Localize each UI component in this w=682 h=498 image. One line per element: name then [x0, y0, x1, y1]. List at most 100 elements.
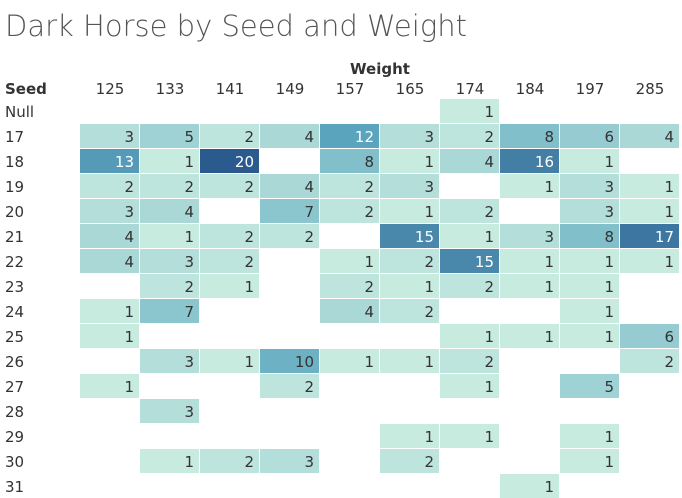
row-label-18: 18	[5, 153, 24, 171]
column-label-197: 197	[576, 80, 605, 98]
cell-value-label: 3	[424, 128, 434, 146]
heatmap-cell-30-133	[140, 449, 199, 473]
heatmap-cell-25-184	[500, 324, 559, 348]
row-label-25: 25	[5, 328, 24, 346]
cell-value-label: 1	[604, 453, 614, 471]
heatmap-cell-29-174	[440, 424, 499, 448]
cell-value-label: 1	[544, 478, 554, 496]
cell-value-label: 1	[604, 428, 614, 446]
heatmap-cell-31-184	[500, 474, 559, 498]
cell-value-label: 1	[424, 278, 434, 296]
heatmap-cell-17-141	[200, 124, 259, 148]
heatmap-cell-18-197	[560, 149, 619, 173]
heatmap-cell-24-157	[320, 299, 379, 323]
cell-value-label: 1	[604, 303, 614, 321]
heatmap-cell-18-174	[440, 149, 499, 173]
row-label-20: 20	[5, 203, 24, 221]
cell-value-label: 2	[424, 453, 434, 471]
heatmap-cell-19-125	[80, 174, 139, 198]
heatmap-cell-23-197	[560, 274, 619, 298]
cell-value-label: 15	[475, 253, 494, 271]
heatmap-cell-26-174	[440, 349, 499, 373]
chart-title: Dark Horse by Seed and Weight	[5, 9, 467, 43]
cell-value-label: 2	[244, 453, 254, 471]
cell-value-label: 7	[304, 203, 314, 221]
heatmap-cell-17-184	[500, 124, 559, 148]
row-label-26: 26	[5, 353, 24, 371]
cell-value-label: 1	[484, 428, 494, 446]
cell-value-label: 2	[244, 128, 254, 146]
heatmap-cell-27-149	[260, 374, 319, 398]
cell-value-label: 8	[604, 228, 614, 246]
cell-value-label: 3	[184, 403, 194, 421]
cell-value-label: 4	[664, 128, 674, 146]
cell-value-label: 15	[415, 228, 434, 246]
cell-value-label: 1	[424, 428, 434, 446]
cell-value-label: 3	[184, 353, 194, 371]
heatmap-cell-25-174	[440, 324, 499, 348]
cell-value-label: 1	[484, 378, 494, 396]
cell-value-label: 2	[484, 203, 494, 221]
row-label-29: 29	[5, 428, 24, 446]
heatmap-cell-22-174	[440, 249, 499, 273]
cell-value-label: 1	[484, 328, 494, 346]
cell-value-label: 4	[304, 178, 314, 196]
heatmap-cell-26-133	[140, 349, 199, 373]
cell-value-label: 1	[124, 303, 134, 321]
heatmap-cell-20-285	[620, 199, 679, 223]
heatmap-cell-21-141	[200, 224, 259, 248]
heatmap-cell-19-157	[320, 174, 379, 198]
column-label-125: 125	[96, 80, 125, 98]
heatmap-cell-17-165	[380, 124, 439, 148]
row-label-28: 28	[5, 403, 24, 421]
row-labels: Null 17 18 19 20 21 22 23 24 25 26 27 28 29 30 31	[5, 103, 34, 496]
heatmap-cell-21-149	[260, 224, 319, 248]
row-label-27: 27	[5, 378, 24, 396]
heatmap-cell-30-165	[380, 449, 439, 473]
row-label-null: Null	[5, 103, 34, 121]
heatmap-cell-22-285	[620, 249, 679, 273]
cell-value-label: 1	[604, 153, 614, 171]
cell-value-label: 8	[364, 153, 374, 171]
cell-value-label: 1	[604, 278, 614, 296]
heatmap-cell-27-125	[80, 374, 139, 398]
heatmap-cell-21-165	[380, 224, 439, 248]
cell-value-label: 3	[604, 203, 614, 221]
heatmap-cell-25-197	[560, 324, 619, 348]
cell-value-label: 2	[424, 253, 434, 271]
cell-value-label: 1	[184, 153, 194, 171]
row-label-30: 30	[5, 453, 24, 471]
heatmap-cell-22-133	[140, 249, 199, 273]
cell-value-label: 1	[124, 378, 134, 396]
cell-value-label: 1	[544, 178, 554, 196]
cell-value-label: 2	[364, 203, 374, 221]
cell-value-label: 6	[664, 328, 674, 346]
heatmap-cells: 13 5 2 4 12 3 2 8 6 413 1 20 8 1 4 16 12 2 2 4 2 3 1 3 13 4 7 2 1 2 3 1…	[80, 99, 679, 498]
cell-value-label: 7	[184, 303, 194, 321]
cell-value-label: 1	[544, 328, 554, 346]
cell-value-label: 4	[124, 253, 134, 271]
heatmap-cell-17-285	[620, 124, 679, 148]
cell-value-label: 2	[244, 228, 254, 246]
heatmap-cell-19-165	[380, 174, 439, 198]
cell-value-label: 1	[664, 253, 674, 271]
cell-value-label: 5	[604, 378, 614, 396]
cell-value-label: 3	[304, 453, 314, 471]
heatmap-cell-19-285	[620, 174, 679, 198]
row-label-23: 23	[5, 278, 24, 296]
column-label-141: 141	[216, 80, 245, 98]
heatmap-cell-23-133	[140, 274, 199, 298]
heatmap-cell-24-197	[560, 299, 619, 323]
cell-value-label: 4	[484, 153, 494, 171]
cell-value-label: 2	[484, 278, 494, 296]
heatmap-cell-29-165	[380, 424, 439, 448]
heatmap-cell-21-174	[440, 224, 499, 248]
heatmap-cell-21-125	[80, 224, 139, 248]
cell-value-label: 1	[484, 103, 494, 121]
heatmap-cell-25-125	[80, 324, 139, 348]
heatmap-cell-17-197	[560, 124, 619, 148]
heatmap-cell-26-141	[200, 349, 259, 373]
cell-value-label: 3	[604, 178, 614, 196]
row-header-label: Seed	[5, 80, 47, 98]
heatmap-cell-27-197	[560, 374, 619, 398]
